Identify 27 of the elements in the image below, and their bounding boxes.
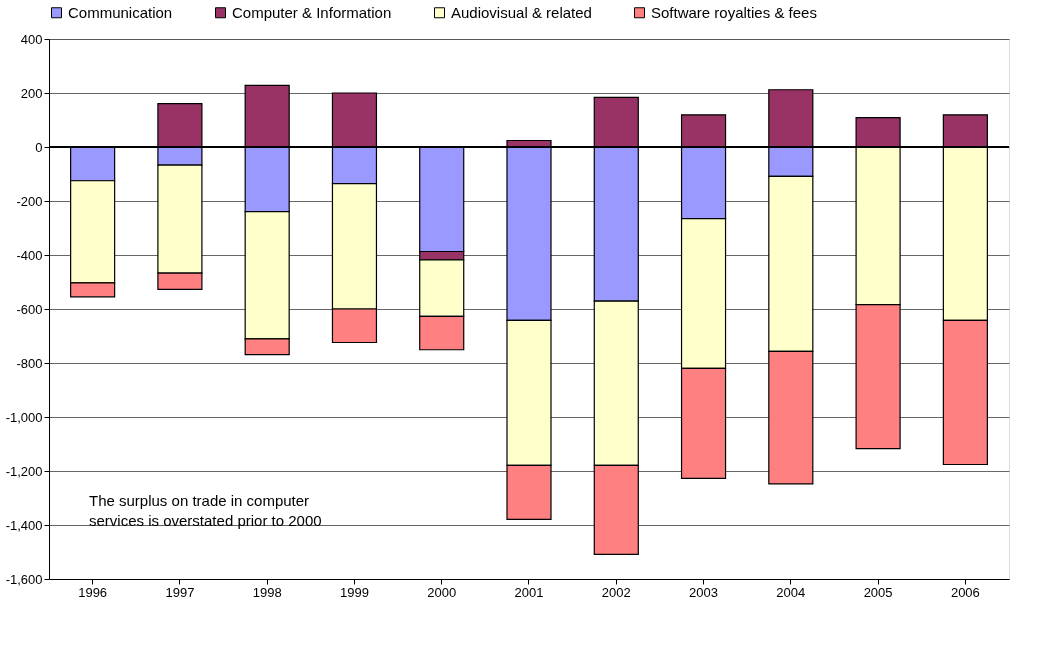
x-tick-label: 1999 bbox=[339, 584, 369, 600]
y-tick-label: 200 bbox=[20, 85, 43, 101]
x-tick-label: 1996 bbox=[78, 584, 108, 600]
x-tick-label: 2000 bbox=[427, 584, 457, 600]
x-tick-label: 2006 bbox=[950, 584, 980, 600]
y-tick-label: -800 bbox=[16, 355, 43, 371]
y-tick-label: -600 bbox=[16, 301, 43, 317]
y-tick-label: 0 bbox=[35, 139, 43, 155]
x-tick-label: 1997 bbox=[165, 584, 195, 600]
y-tick-label: 400 bbox=[20, 31, 43, 47]
y-tick-label: -1,600 bbox=[5, 571, 43, 587]
x-tick-label: 2004 bbox=[776, 584, 806, 600]
annotation: The surplus on trade in computer services is overstated prior to 2000 bbox=[89, 492, 322, 529]
y-tick-label: -200 bbox=[16, 193, 43, 209]
y-tick-label: -1,000 bbox=[5, 409, 43, 425]
y-tick-label: -1,200 bbox=[5, 463, 43, 479]
legend-label: Audiovisual & related bbox=[451, 3, 592, 21]
x-tick-label: 2005 bbox=[863, 584, 893, 600]
x-tick-label: 2003 bbox=[689, 584, 719, 600]
y-tick-label: -400 bbox=[16, 247, 43, 263]
x-tick-label: 2002 bbox=[601, 584, 631, 600]
legend-label: Computer & Information bbox=[232, 3, 392, 21]
x-tick-label: 1998 bbox=[252, 584, 282, 600]
x-tick-label: 2001 bbox=[514, 584, 544, 600]
legend-label: Communication bbox=[68, 3, 173, 21]
y-tick-label: -1,400 bbox=[5, 517, 43, 533]
legend-label: Software royalties & fees bbox=[651, 3, 817, 21]
